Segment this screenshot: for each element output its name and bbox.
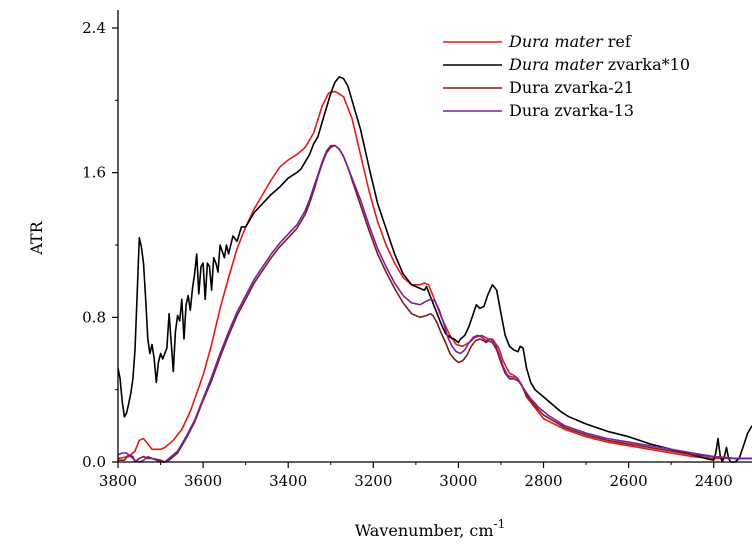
x-tick-label: 3600 [184, 472, 222, 490]
y-ticks: 0.0 0.8 1.6 2.4 [82, 19, 118, 471]
x-axis-title: Wavenumber, cm-1 [355, 517, 506, 540]
x-axis-title-superscript: -1 [494, 517, 506, 531]
y-tick-label: 0.8 [82, 308, 106, 326]
y-tick-label: 1.6 [82, 164, 106, 182]
x-tick-label: 3800 [99, 472, 137, 490]
legend-label: Dura mater zvarka*10 [508, 55, 690, 74]
legend-label: Dura zvarka-21 [509, 78, 634, 97]
x-tick-label: 3200 [354, 472, 392, 490]
series-line-4 [118, 144, 752, 463]
x-tick-label: 2800 [524, 472, 562, 490]
x-tick-label: 2600 [610, 472, 648, 490]
x-tick-label: 2400 [695, 472, 733, 490]
x-ticks: 3800 3600 3400 3200 3000 2800 2600 2400 [99, 462, 733, 490]
series-line-2 [118, 76, 752, 463]
legend-label-italic: Dura mater [508, 32, 604, 51]
y-axis-title: ATR [27, 220, 46, 255]
series-layer [118, 76, 752, 463]
x-tick-label: 3400 [269, 472, 307, 490]
series-line-1 [118, 90, 752, 460]
series-line-3 [118, 144, 752, 463]
legend-label-text: ref [603, 32, 632, 51]
y-tick-label: 2.4 [82, 19, 106, 37]
legend-label-text: Dura zvarka-13 [509, 101, 634, 120]
x-axis-title-text: Wavenumber, cm [355, 521, 494, 540]
legend-label: Dura mater ref [508, 32, 632, 51]
legend-label-italic: Dura mater [508, 55, 604, 74]
legend-label-text: Dura zvarka-21 [509, 78, 634, 97]
axes-layer [117, 10, 752, 463]
legend-label-text: zvarka*10 [603, 55, 690, 74]
legend-label: Dura zvarka-13 [509, 101, 634, 120]
x-tick-label: 3000 [439, 472, 477, 490]
y-tick-label: 0.0 [82, 453, 106, 471]
